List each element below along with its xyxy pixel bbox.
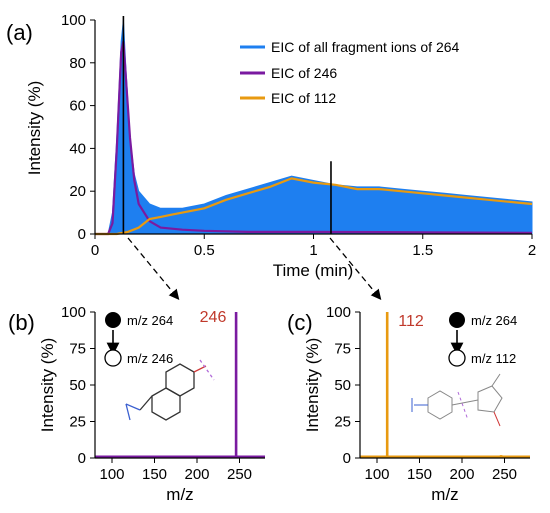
y-tick-label: 50 [334, 377, 351, 394]
panel-c-y-ticks: 0 25 50 75 100 [326, 304, 360, 467]
panel-b-y-ticks: 0 25 50 75 100 [61, 304, 95, 467]
panel-c-y-axis-label: Intensity (%) [303, 338, 322, 432]
y-tick-label: 50 [69, 377, 86, 394]
x-tick-label: 1.5 [412, 242, 433, 259]
legend-label-all-fragments: EIC of all fragment ions of 264 [271, 39, 460, 55]
x-tick-label: 150 [142, 466, 167, 483]
x-tick-label: 250 [492, 466, 517, 483]
panel-b-peak-label: 246 [200, 309, 227, 326]
panel-a-x-axis-label: Time (min) [273, 261, 354, 280]
x-tick-label: 0 [91, 242, 99, 259]
y-tick-label: 0 [343, 450, 351, 467]
y-tick-label: 60 [69, 98, 86, 115]
panel-b-y-axis-label: Intensity (%) [38, 338, 57, 432]
x-tick-label: 250 [227, 466, 252, 483]
y-tick-label: 75 [334, 341, 351, 358]
panel-b-precursor-label: m/z 264 [127, 313, 173, 328]
panel-c-x-axis-label: m/z [431, 485, 458, 504]
panel-c-x-ticks: 100 150 200 250 [364, 458, 517, 483]
x-tick-label: 1 [309, 242, 317, 259]
y-tick-label: 80 [69, 55, 86, 72]
fragment-circle-b [104, 349, 122, 367]
y-tick-label: 0 [78, 226, 86, 243]
panel-b-x-ticks: 100 150 200 250 [99, 458, 252, 483]
panel-a-label: (a) [6, 20, 33, 45]
panel-b-label: (b) [8, 310, 35, 335]
panel-c-fragment-label: m/z 112 [471, 351, 516, 366]
panel-c-label: (c) [287, 310, 313, 335]
x-tick-label: 0.5 [194, 242, 215, 259]
panel-c: (c) 100 150 200 250 0 25 50 75 100 m/z Intensit… [287, 304, 530, 504]
panel-b-x-axis-label: m/z [166, 485, 193, 504]
legend-label-246: EIC of 246 [271, 65, 337, 81]
y-tick-label: 25 [334, 414, 351, 431]
y-tick-label: 100 [61, 304, 86, 321]
panel-c-peaks [360, 312, 530, 458]
x-tick-label: 100 [99, 466, 124, 483]
y-tick-label: 0 [78, 450, 86, 467]
y-tick-label: 20 [69, 183, 86, 200]
series-line-112 [95, 177, 533, 236]
panel-a-y-ticks: 0 20 40 60 80 100 [61, 12, 95, 243]
y-tick-label: 75 [69, 341, 86, 358]
legend-label-112: EIC of 112 [271, 90, 336, 106]
dashed-arrow-to-b [127, 237, 180, 301]
panel-c-molecule-structure [411, 373, 503, 427]
x-tick-label: 2 [528, 242, 536, 259]
panel-a-x-ticks: 0 0.5 1 1.5 2 [91, 234, 536, 259]
x-tick-label: 100 [364, 466, 389, 483]
x-tick-label: 150 [407, 466, 432, 483]
series-line-246 [95, 41, 533, 236]
panel-b-molecule-structure [125, 359, 215, 421]
dashed-arrow-to-c [329, 237, 382, 301]
panel-b-peaks [95, 312, 265, 458]
panel-a: (a) 0 0.5 1 1.5 2 0 20 40 60 80 100 Time (min) In… [6, 12, 536, 280]
y-tick-label: 100 [326, 304, 351, 321]
y-tick-label: 40 [69, 140, 86, 157]
panel-b: (b) 100 150 200 250 0 25 50 75 100 m/z Intensit… [8, 304, 265, 504]
precursor-dot-b [105, 312, 121, 328]
y-tick-label: 25 [69, 414, 86, 431]
panel-c-peak-label: 112 [398, 313, 424, 330]
x-tick-label: 200 [184, 466, 209, 483]
panel-a-y-axis-label: Intensity (%) [25, 81, 44, 175]
precursor-dot-c [449, 312, 465, 328]
x-tick-label: 200 [449, 466, 474, 483]
panel-b-fragment-label: m/z 246 [127, 351, 173, 366]
y-tick-label: 100 [61, 12, 86, 29]
fragment-circle-c [448, 349, 466, 367]
panel-a-legend: EIC of all fragment ions of 264 EIC of 2… [240, 39, 460, 106]
panel-c-precursor-label: m/z 264 [471, 313, 517, 328]
